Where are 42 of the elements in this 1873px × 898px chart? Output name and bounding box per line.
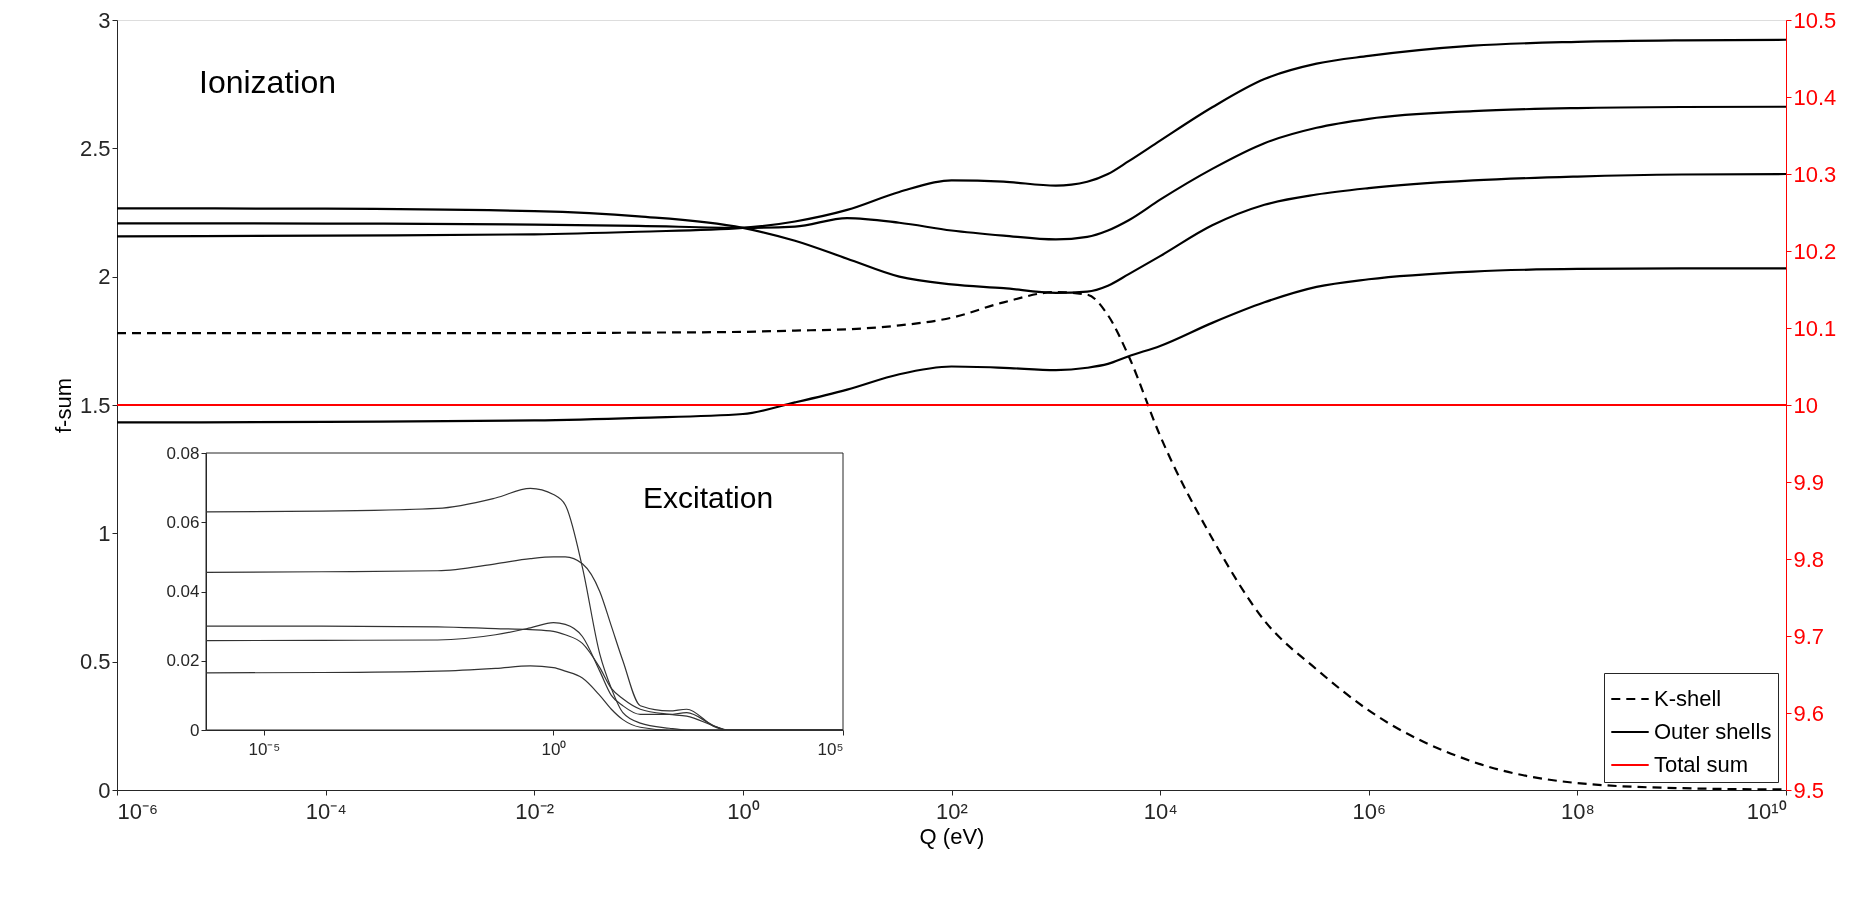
y2-tick-label: 9.8 bbox=[1793, 546, 1825, 572]
y2-tick-label: 10.2 bbox=[1793, 238, 1837, 264]
x-tick-label: 10⁻⁴ bbox=[305, 798, 347, 824]
x-tick-label: 10¹⁰ bbox=[1746, 798, 1787, 824]
x-tick-label: 10² bbox=[936, 798, 968, 824]
x-tick-label: 10⁴ bbox=[1143, 798, 1178, 824]
y-tick-label: 1.5 bbox=[79, 392, 111, 418]
y2-tick-label: 10.5 bbox=[1793, 7, 1837, 33]
y-tick-label: 0.04 bbox=[166, 582, 200, 601]
legend-label: Outer shells bbox=[1654, 719, 1772, 744]
y2-tick-label: 10.4 bbox=[1793, 84, 1837, 110]
y-tick-label: 0.08 bbox=[166, 443, 200, 463]
y-tick-label: 1 bbox=[98, 520, 111, 546]
y-tick-label: 2 bbox=[98, 264, 111, 290]
annotation: Ionization bbox=[199, 64, 336, 100]
x-tick-label: 10⁰ bbox=[727, 798, 760, 824]
y2-tick-label: 9.6 bbox=[1793, 700, 1825, 726]
x-tick-label: 10⁻⁵ bbox=[248, 739, 281, 759]
y-tick-label: 0.02 bbox=[166, 651, 200, 671]
x-tick-label: 10⁶ bbox=[1352, 798, 1387, 824]
y-tick-label: 3 bbox=[98, 7, 111, 33]
legend-label: K-shell bbox=[1654, 686, 1722, 711]
y-tick-label: 0 bbox=[190, 720, 200, 740]
x-tick-label: 10⁰ bbox=[541, 739, 567, 759]
x-axis-title: Q (eV) bbox=[919, 823, 985, 849]
y2-tick-label: 9.9 bbox=[1793, 469, 1825, 495]
y-tick-label: 0.06 bbox=[166, 512, 200, 532]
y2-tick-label: 9.7 bbox=[1793, 623, 1825, 649]
y-axis-title: f-sum bbox=[50, 378, 76, 433]
y-tick-label: 0 bbox=[98, 777, 111, 803]
annotation: Excitation bbox=[643, 481, 774, 514]
y-tick-label: 2.5 bbox=[79, 135, 111, 161]
x-tick-label: 10⁵ bbox=[817, 739, 844, 759]
y2-tick-label: 10 bbox=[1793, 392, 1818, 418]
x-tick-label: 10⁸ bbox=[1560, 798, 1595, 824]
x-tick-label: 10⁻⁶ bbox=[117, 798, 159, 824]
legend-label: Total sum bbox=[1654, 752, 1749, 777]
y-tick-label: 0.5 bbox=[79, 649, 111, 675]
y2-tick-label: 9.5 bbox=[1793, 777, 1825, 803]
x-tick-label: 10⁻² bbox=[515, 798, 555, 824]
y2-tick-label: 10.1 bbox=[1793, 315, 1837, 341]
y2-tick-label: 10.3 bbox=[1793, 161, 1837, 187]
